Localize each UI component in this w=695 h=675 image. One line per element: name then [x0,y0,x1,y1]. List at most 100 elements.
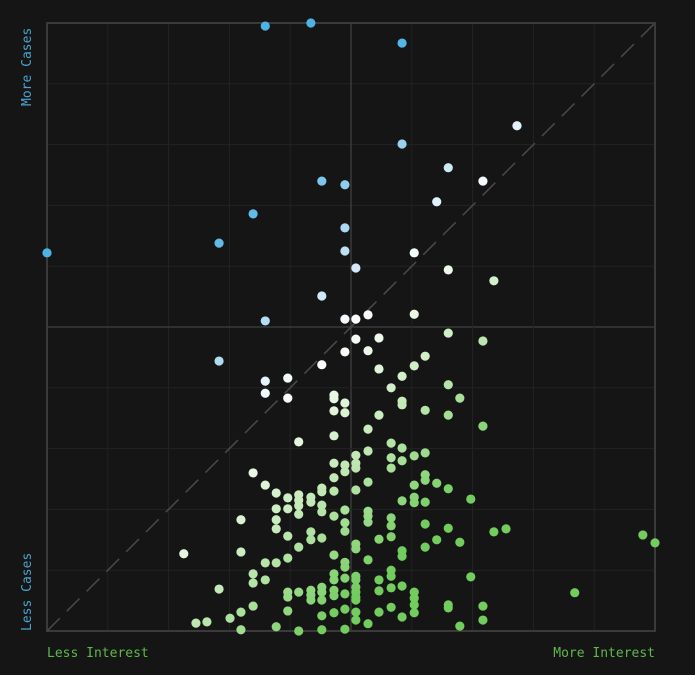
data-point [386,571,396,581]
data-point [340,408,350,418]
data-point [374,586,384,596]
data-point [397,38,407,48]
data-point [317,587,327,597]
data-point [363,619,373,629]
data-point [397,139,407,149]
data-point [225,613,235,623]
data-points [42,18,660,636]
data-point [420,475,430,485]
data-point [397,612,407,622]
data-point [248,468,258,478]
data-point [260,480,270,490]
data-point [329,575,339,585]
data-point [317,507,327,517]
data-point [443,603,453,613]
data-point [294,626,304,636]
data-point [306,18,316,28]
data-point [489,527,499,537]
data-point [340,604,350,614]
data-point [214,238,224,248]
data-point [363,555,373,565]
data-point [340,505,350,515]
data-point [489,276,499,286]
data-point [363,477,373,487]
data-point [340,589,350,599]
data-point [283,531,293,541]
data-point [363,446,373,456]
data-point [397,456,407,466]
data-point [317,625,327,635]
data-point [214,584,224,594]
data-point [351,450,361,460]
data-point [191,618,201,628]
data-point [317,595,327,605]
data-point [351,595,361,605]
data-point [443,410,453,420]
data-point [409,361,419,371]
data-point [283,373,293,383]
data-point [638,530,648,540]
data-point [650,538,660,548]
data-point [397,400,407,410]
data-point [340,518,350,528]
data-point [466,572,476,582]
data-point [409,600,419,610]
data-point [329,486,339,496]
data-point [351,544,361,554]
data-point [397,496,407,506]
data-point [271,515,281,525]
data-point [420,351,430,361]
data-point [386,602,396,612]
data-point [363,310,373,320]
data-point [397,581,407,591]
data-point [329,431,339,441]
data-point [260,388,270,398]
data-point [351,334,361,344]
data-point [340,223,350,233]
x-label-high: More Interest [553,646,655,661]
data-point [271,488,281,498]
data-point [271,622,281,632]
data-point [363,517,373,527]
data-point [386,453,396,463]
data-point [306,595,316,605]
data-point [283,606,293,616]
data-point [351,463,361,473]
data-point [374,534,384,544]
data-point [306,535,316,545]
data-point [409,608,419,618]
data-point [455,393,465,403]
data-point [329,608,339,618]
data-point [432,478,442,488]
data-point [317,533,327,543]
data-point [512,121,522,131]
data-point [317,291,327,301]
y-label-low: Less Cases [20,553,35,631]
data-point [329,394,339,404]
data-point [386,583,396,593]
data-point [386,463,396,473]
data-point [351,607,361,617]
data-point [317,500,327,510]
data-point [466,494,476,504]
data-point [294,587,304,597]
data-point [283,592,293,602]
data-point [351,485,361,495]
data-point [340,467,350,477]
data-point [386,383,396,393]
data-point [409,480,419,490]
data-point [329,458,339,468]
data-point [409,309,419,319]
data-point [443,380,453,390]
data-point [478,601,488,611]
data-point [340,562,350,572]
data-point [420,448,430,458]
data-point [443,484,453,494]
data-point [294,542,304,552]
data-point [329,406,339,416]
data-point [260,376,270,386]
data-point [386,513,396,523]
data-point [271,558,281,568]
data-point [317,611,327,621]
